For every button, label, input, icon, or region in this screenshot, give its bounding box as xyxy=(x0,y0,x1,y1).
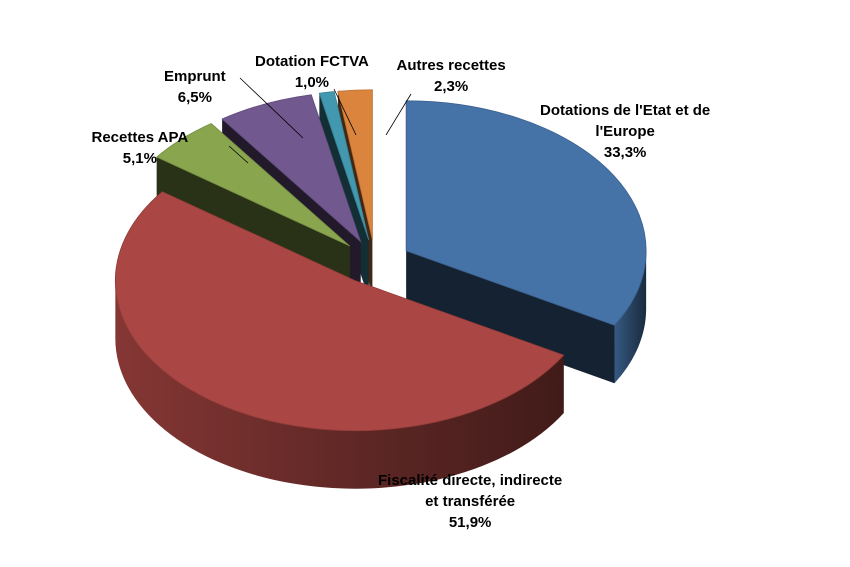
pie-slice-top xyxy=(318,91,370,241)
slice-value: 2,3% xyxy=(434,78,469,95)
pie-slice-wall xyxy=(115,280,564,489)
leader-line xyxy=(333,88,357,136)
slice-value: 51,9% xyxy=(448,514,492,531)
slice-label-recettes-apa: Recettes APA 5,1% xyxy=(92,127,189,169)
slice-value: 33,3% xyxy=(603,144,647,161)
slice-value: 1,0% xyxy=(294,74,330,91)
slice-label-dotation-fctva: Dotation FCTVA 1,0% xyxy=(255,51,369,93)
slice-label-line: Autres recettes xyxy=(396,57,506,74)
pie-slice-top xyxy=(221,94,362,243)
slice-label-emprunt: Emprunt 6,5% xyxy=(164,66,226,108)
slice-label-line: et transférée xyxy=(425,493,516,510)
slice-label-line: Dotation FCTVA xyxy=(255,53,369,70)
slice-value: 6,5% xyxy=(177,89,212,106)
slice-label-line: Fiscalité directe, indirecte xyxy=(378,472,563,489)
pie-slice xyxy=(405,100,647,384)
leader-line xyxy=(385,93,412,136)
slice-label-line: Emprunt xyxy=(164,68,226,85)
pie-slice-top xyxy=(337,89,373,240)
leader-line xyxy=(228,145,249,164)
pie-slice-top xyxy=(405,100,647,326)
leader-line xyxy=(239,77,304,139)
pie-slice-top xyxy=(114,191,565,432)
slice-label-line: l'Europe xyxy=(595,123,655,140)
pie-slice-top xyxy=(155,123,351,247)
pie-slice-wall xyxy=(614,250,647,384)
slice-label-fiscalite: Fiscalité directe, indirecte et transfér… xyxy=(378,470,562,533)
slice-value: 5,1% xyxy=(122,150,157,167)
pie-slice xyxy=(114,191,565,489)
slice-label-dotations-etat: Dotations de l'Etat et de l'Europe 33,3% xyxy=(540,100,710,163)
pie-slice-side xyxy=(406,250,615,384)
slice-label-line: Dotations de l'Etat et de xyxy=(540,102,711,119)
slice-label-autres-recettes: Autres recettes 2,3% xyxy=(397,55,506,97)
slice-label-line: Recettes APA xyxy=(91,129,189,146)
